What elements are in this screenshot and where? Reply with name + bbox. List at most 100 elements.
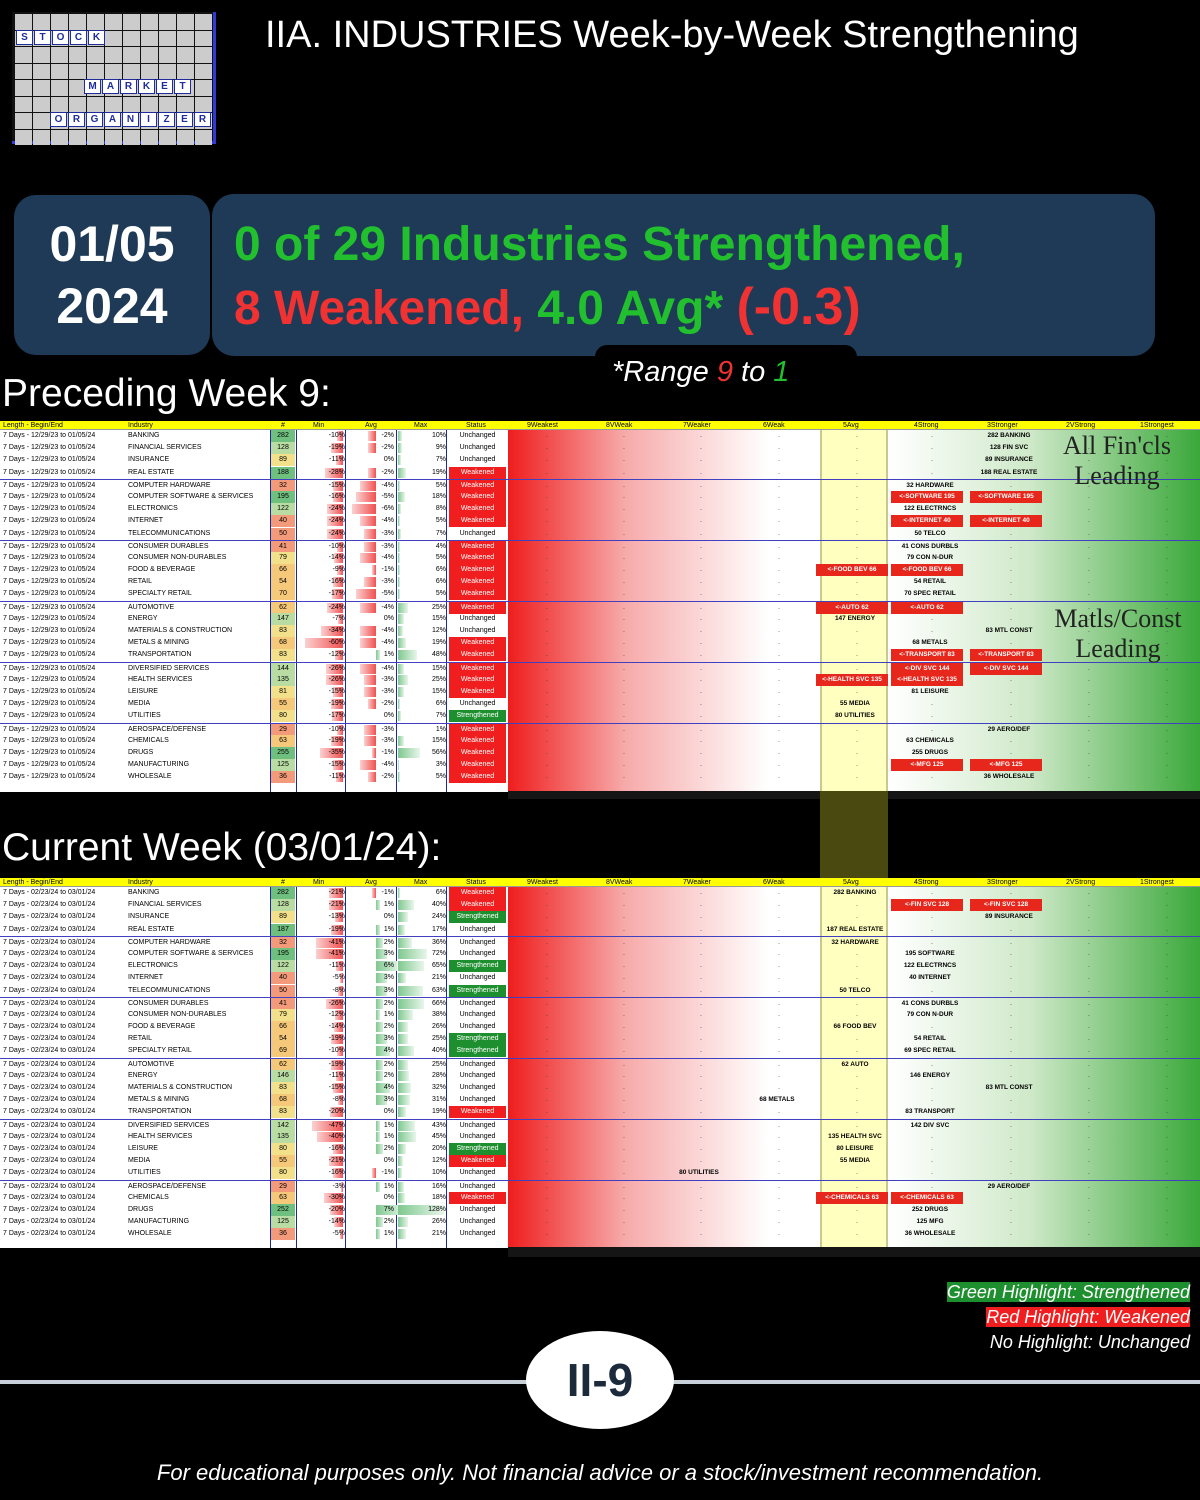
logo-grid-cell [123,14,140,30]
avg-value: 2% [383,1218,394,1226]
length-cell: 7 Days - 02/23/24 to 03/01/24 [3,1169,96,1177]
level-dot: . [931,614,933,622]
level-dot: . [546,986,548,994]
status-cell: Weakened [449,771,506,784]
min-value: -60% [328,639,345,647]
level-dots: ....... [508,602,1200,614]
level-dot: . [546,1035,548,1043]
column-divider [296,887,297,1248]
level-dots: ........ [508,1059,1200,1071]
avg-value: 1% [383,1121,394,1129]
min-value: -11% [329,456,345,464]
level-dot: . [546,1205,548,1213]
level-dot: . [778,1084,780,1091]
level-dot: . [700,542,702,550]
max-value: 66% [431,999,446,1007]
level-dot: . [1010,1121,1012,1129]
max-value: 19% [431,1108,446,1116]
max-value: 5% [435,481,446,489]
max-bar [398,711,401,722]
level-dot: . [1166,1182,1168,1190]
level-dots: ........ [508,998,1200,1010]
avg-value: -6% [381,505,394,513]
level-dot: . [623,1169,625,1177]
industry-name: TRANSPORTATION [128,1108,192,1116]
max-bar [398,1095,411,1106]
table-rows: 7 Days - 02/23/24 to 03/01/24 BANKING 282 -… [0,887,1200,1241]
avg-zone-background [820,887,888,1248]
max-value: 5% [435,517,446,525]
avg-bar [368,772,376,783]
min-value: -10% [328,542,345,550]
industry-name: AUTOMOTIVE [128,1060,175,1068]
level-dot: . [1088,517,1090,525]
length-cell: 7 Days - 02/23/24 to 03/01/24 [3,889,96,896]
level-label: 146 ENERGY [909,1071,951,1079]
length-cell: 7 Days - 02/23/24 to 03/01/24 [3,1230,96,1238]
logo-grid-cell [141,14,158,30]
length-cell: 7 Days - 12/29/23 to 01/05/24 [3,456,96,464]
header-level-1: 1Strongest [1140,879,1174,886]
logo-letter: C [70,30,87,45]
header-level-6: 6Weak [763,879,785,886]
status-cell: Unchanged [459,1121,496,1129]
logo-grid-cell [33,47,50,63]
level-dot: . [623,925,625,933]
level-dot: . [1166,901,1168,909]
industry-name: COMPUTER SOFTWARE & SERVICES [128,949,254,957]
level-dot: . [623,1096,625,1104]
status-cell: Unchanged [459,925,496,933]
max-bar [398,1107,406,1118]
level-dot: . [1166,962,1168,970]
level-dot: . [700,1132,702,1140]
level-dot: . [1166,456,1168,464]
level-dot: . [778,603,780,611]
level-dot: . [856,517,858,525]
status-cell: Unchanged [459,1084,496,1091]
level-dot: . [931,1132,933,1140]
level-dot: . [1088,1010,1090,1018]
table-row: 7 Days - 02/23/24 to 03/01/24 SPECIALTY R… [0,1045,1200,1058]
avg-value: 2% [383,1071,394,1079]
level-dot: . [856,553,858,561]
status-cell: Weakened [449,734,506,747]
level-dot: . [1166,761,1168,769]
status-cell: Unchanged [459,1169,496,1177]
level-dot: . [546,627,548,634]
level-dot: . [1010,938,1012,946]
length-cell: 7 Days - 12/29/23 to 01/05/24 [3,664,96,672]
avg-value: 1% [383,1182,394,1190]
min-value: -11% [329,773,345,781]
table-row: 7 Days - 02/23/24 to 03/01/24 MEDIA 55 -21%… [0,1155,1200,1168]
level-dot: . [856,962,858,970]
level-label: <-DIV SVC 144 [970,662,1042,675]
level-dot: . [1166,1230,1168,1238]
level-dot: . [1088,773,1090,781]
industry-name: HEALTH SERVICES [128,675,193,683]
level-dot: . [1088,1144,1090,1152]
min-bar [323,1192,343,1203]
level-label: 188 REAL ESTATE [980,468,1038,476]
industry-count: 282 [277,889,289,896]
min-bar [330,1204,343,1215]
level-dot: . [856,761,858,769]
preceding-week-title: Preceding Week 9: [2,372,331,415]
date-box: 01/05 2024 [14,195,210,355]
table-row: 7 Days - 12/29/23 to 01/05/24 COMPUTER HA… [0,478,1200,492]
logo-grid-cell [105,30,122,46]
level-dots: ........ [508,1181,1200,1193]
level-dot: . [546,1010,548,1018]
avg-value: 2% [383,999,394,1007]
level-dot: . [546,566,548,574]
level-label: 80 UTILITIES [835,712,875,720]
level-dot: . [623,590,625,598]
level-dot: . [1088,962,1090,970]
level-dot: . [778,675,780,683]
avg-bar [376,1059,383,1070]
level-dot: . [1088,481,1090,489]
level-dot: . [700,553,702,561]
level-dot: . [1088,639,1090,647]
table-row: 7 Days - 02/23/24 to 03/01/24 TRANSPORTAT… [0,1106,1200,1119]
level-label: 68 METALS [912,639,948,647]
level-label: 68 METALS [759,1096,795,1104]
